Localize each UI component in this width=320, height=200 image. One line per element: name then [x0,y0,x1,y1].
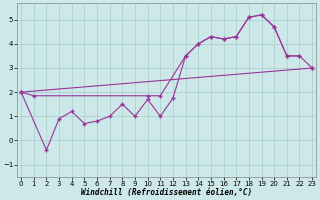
X-axis label: Windchill (Refroidissement éolien,°C): Windchill (Refroidissement éolien,°C) [81,188,252,197]
